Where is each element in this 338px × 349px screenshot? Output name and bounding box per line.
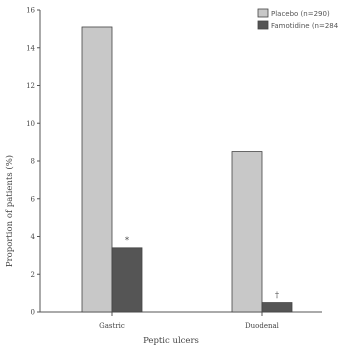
y-tick-label: 0 bbox=[31, 309, 35, 317]
y-tick-label: 16 bbox=[26, 7, 35, 15]
significance-marker: * bbox=[125, 236, 129, 245]
bar-famotidine-gastric bbox=[111, 247, 143, 313]
legend-label-placebo: Placebo (n=290) bbox=[271, 10, 330, 18]
x-tick-label: Gastric bbox=[99, 322, 125, 330]
y-tick-label: 14 bbox=[26, 44, 35, 52]
bar-placebo-duodenal bbox=[231, 151, 263, 313]
y-tick-label: 8 bbox=[31, 158, 35, 166]
x-tick-label: Duodenal bbox=[245, 322, 280, 330]
bar-famotidine-duodenal bbox=[261, 302, 293, 313]
y-tick-label: 12 bbox=[26, 82, 35, 90]
legend-label-famotidine: Famotidine (n=284) bbox=[271, 22, 338, 30]
legend-swatch-famotidine bbox=[257, 20, 269, 30]
y-tick-label: 6 bbox=[31, 195, 36, 203]
significance-marker: † bbox=[275, 291, 279, 300]
y-tick-label: 2 bbox=[31, 271, 35, 279]
y-tick-label: 4 bbox=[31, 233, 36, 241]
legend-swatch-placebo bbox=[257, 8, 269, 18]
y-tick-label: 10 bbox=[26, 120, 35, 128]
bar-placebo-gastric bbox=[81, 26, 113, 313]
y-axis-title: Proportion of patients (%) bbox=[4, 155, 15, 267]
x-axis-title: Peptic ulcers bbox=[143, 336, 199, 346]
